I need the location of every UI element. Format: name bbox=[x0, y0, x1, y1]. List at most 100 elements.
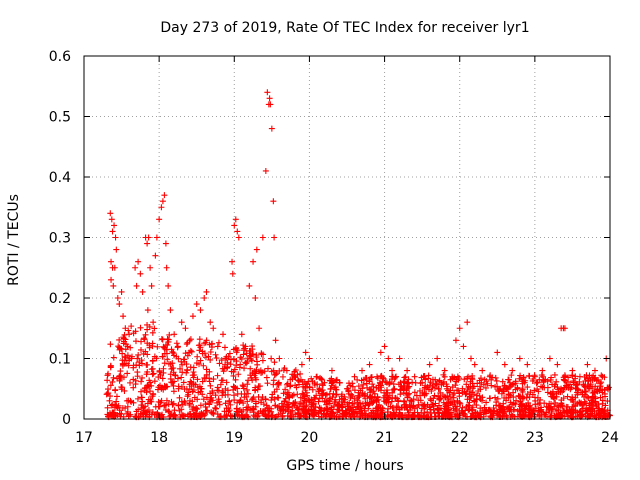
cloud-point bbox=[505, 386, 512, 393]
cloud-point bbox=[501, 382, 508, 389]
cloud-point bbox=[316, 395, 323, 402]
cloud-point bbox=[227, 412, 234, 419]
cloud-point bbox=[427, 406, 434, 413]
cloud-point bbox=[104, 386, 111, 393]
cloud-point bbox=[124, 352, 131, 359]
cloud-point bbox=[390, 386, 397, 393]
data-point bbox=[264, 89, 271, 96]
cloud-point bbox=[167, 375, 174, 382]
cloud-point bbox=[272, 402, 279, 409]
cloud-point bbox=[219, 392, 226, 399]
cloud-point bbox=[514, 408, 521, 415]
cloud-point bbox=[240, 351, 247, 358]
cloud-point bbox=[528, 410, 535, 417]
cloud-point bbox=[117, 368, 124, 375]
cloud-point bbox=[170, 350, 177, 357]
cloud-point bbox=[551, 371, 558, 378]
data-point bbox=[242, 343, 249, 350]
x-tick-label: 23 bbox=[526, 430, 544, 446]
cloud-point bbox=[224, 387, 231, 394]
cloud-point bbox=[583, 388, 590, 395]
cloud-point bbox=[417, 397, 424, 404]
cloud-point bbox=[354, 376, 361, 383]
cloud-point bbox=[503, 412, 510, 419]
cloud-point bbox=[484, 380, 491, 387]
data-point bbox=[404, 367, 411, 374]
cloud-point bbox=[122, 336, 129, 343]
cloud-point bbox=[500, 400, 507, 407]
cloud-point bbox=[480, 381, 487, 388]
cloud-point bbox=[343, 409, 350, 416]
cloud-point bbox=[373, 397, 380, 404]
cloud-point bbox=[328, 413, 335, 420]
cloud-point bbox=[329, 379, 336, 386]
cloud-point bbox=[261, 368, 268, 375]
data-point bbox=[135, 258, 142, 265]
cloud-point bbox=[411, 389, 418, 396]
cloud-point bbox=[585, 376, 592, 383]
cloud-point bbox=[546, 400, 553, 407]
cloud-point bbox=[138, 402, 145, 409]
cloud-point bbox=[383, 379, 390, 386]
cloud-point bbox=[169, 348, 176, 355]
cloud-point bbox=[239, 382, 246, 389]
cloud-point bbox=[430, 395, 437, 402]
x-tick-label: 19 bbox=[225, 430, 243, 446]
cloud-point bbox=[486, 395, 493, 402]
data-point bbox=[385, 355, 392, 362]
cloud-point bbox=[237, 361, 244, 368]
cloud-point bbox=[473, 402, 480, 409]
cloud-point bbox=[463, 381, 470, 388]
cloud-point bbox=[113, 393, 120, 400]
cloud-point bbox=[390, 381, 397, 388]
cloud-point bbox=[133, 362, 140, 369]
data-point bbox=[494, 349, 501, 356]
cloud-point bbox=[366, 400, 373, 407]
cloud-point bbox=[357, 387, 364, 394]
cloud-point bbox=[312, 403, 319, 410]
cloud-point bbox=[206, 368, 213, 375]
cloud-point bbox=[297, 394, 304, 401]
cloud-point bbox=[249, 351, 256, 358]
cloud-point bbox=[116, 336, 123, 343]
data-point bbox=[201, 295, 208, 301]
data-point bbox=[306, 355, 313, 362]
cloud-point bbox=[136, 359, 143, 366]
cloud-point bbox=[368, 386, 375, 393]
cloud-point bbox=[107, 341, 114, 348]
data-point bbox=[271, 234, 278, 241]
cloud-point bbox=[150, 370, 157, 377]
cloud-point bbox=[275, 379, 282, 386]
cloud-point bbox=[531, 387, 538, 394]
cloud-point bbox=[483, 399, 490, 406]
cloud-point bbox=[380, 394, 387, 401]
cloud-point bbox=[271, 396, 278, 403]
data-point bbox=[336, 379, 343, 386]
cloud-point bbox=[241, 394, 248, 401]
cloud-point bbox=[359, 400, 366, 407]
cloud-point bbox=[222, 400, 229, 407]
data-point bbox=[456, 325, 463, 332]
cloud-point bbox=[291, 368, 298, 375]
cloud-point bbox=[318, 405, 325, 412]
data-point bbox=[256, 325, 263, 332]
cloud-point bbox=[141, 336, 148, 343]
cloud-point bbox=[262, 396, 269, 403]
cloud-point bbox=[590, 400, 597, 407]
cloud-point bbox=[159, 336, 166, 343]
cloud-point bbox=[336, 396, 343, 403]
cloud-point bbox=[303, 411, 310, 418]
cloud-point bbox=[351, 387, 358, 394]
cloud-point bbox=[477, 375, 484, 382]
cloud-point bbox=[105, 370, 112, 377]
cloud-point bbox=[420, 413, 427, 420]
cloud-point bbox=[493, 377, 500, 384]
cloud-point bbox=[569, 394, 576, 401]
data-point bbox=[479, 367, 486, 374]
data-point bbox=[554, 361, 561, 368]
cloud-point bbox=[244, 355, 251, 362]
cloud-point bbox=[309, 386, 316, 393]
data-point bbox=[145, 234, 152, 241]
data-point bbox=[259, 234, 266, 241]
data-point bbox=[229, 258, 236, 265]
